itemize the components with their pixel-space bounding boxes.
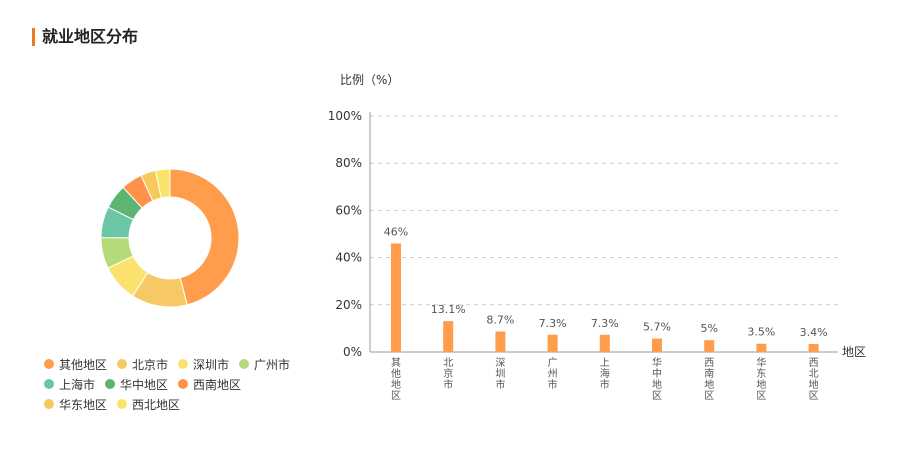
bar-data-label: 7.3% [591, 317, 619, 330]
legend-item[interactable]: 北京市 [117, 356, 168, 373]
bar[interactable] [808, 343, 819, 352]
legend-item[interactable]: 华中地区 [105, 376, 168, 393]
y-tick-label: 40% [335, 251, 362, 265]
x-tick-label: 西北地区 [809, 358, 819, 402]
donut-chart [100, 168, 240, 308]
x-tick-label: 其他地区 [391, 357, 401, 402]
bar[interactable] [599, 334, 610, 352]
x-tick-label: 上海市 [600, 357, 610, 391]
bar[interactable] [652, 338, 662, 352]
y-tick-label: 0% [343, 345, 362, 359]
x-tick-label: 深圳市 [495, 357, 505, 391]
legend-dot-icon [44, 399, 54, 409]
bar-chart: 比例（%） 0% 20% 40% 60% 80% 100% 地区 46% 其他地区 13.1% 北京市… [328, 73, 866, 402]
bar-data-label: 5% [700, 322, 717, 335]
y-axis-title: 比例（%） [340, 73, 399, 87]
legend-label: 上海市 [59, 377, 96, 392]
page-title: 就业地区分布 [42, 27, 139, 46]
legend-dot-icon [117, 399, 128, 409]
bar[interactable] [443, 321, 454, 352]
legend-label: 华东地区 [59, 397, 108, 412]
y-tick-label: 80% [335, 156, 362, 170]
y-tick-label: 60% [335, 203, 362, 217]
x-tick-label: 华东地区 [756, 356, 766, 402]
legend-label: 其他地区 [59, 357, 108, 372]
legend-dot-icon [117, 359, 128, 369]
bar-data-label: 3.5% [747, 326, 775, 339]
x-tick-label: 北京市 [443, 357, 453, 391]
bar-data-label: 8.7% [486, 313, 514, 326]
bar[interactable] [495, 331, 506, 352]
legend-label: 西南地区 [193, 377, 242, 392]
legend-dot-icon [105, 379, 116, 389]
bar[interactable] [756, 343, 767, 352]
legend-label: 广州市 [254, 357, 291, 372]
bar[interactable] [391, 243, 401, 352]
donut-slice[interactable] [169, 168, 240, 306]
legend-row: 华东地区 西北地区 [44, 394, 314, 414]
bar-data-label: 13.1% [431, 303, 466, 316]
legend-item[interactable]: 西北地区 [117, 396, 180, 413]
x-tick-label: 广州市 [548, 357, 558, 391]
bar[interactable] [704, 340, 715, 352]
bar-data-label: 46% [384, 225, 408, 238]
legend-label: 西北地区 [132, 397, 181, 412]
bar-data-label: 7.3% [539, 317, 567, 330]
legend-dot-icon [44, 359, 54, 369]
title-accent-bar [32, 28, 35, 46]
legend-label: 北京市 [132, 357, 169, 372]
legend-item[interactable]: 西南地区 [178, 376, 241, 393]
legend-row: 上海市 华中地区 西南地区 [44, 374, 314, 394]
legend-item[interactable]: 上海市 [44, 376, 95, 393]
bar[interactable] [547, 334, 558, 352]
x-tick-label: 西南地区 [704, 358, 714, 402]
legend-label: 华中地区 [120, 377, 169, 392]
legend-row: 其他地区 北京市 深圳市 广州市 [44, 354, 314, 374]
donut-slice[interactable] [154, 168, 171, 199]
bar-data-label: 3.4% [800, 326, 828, 339]
y-tick-label: 100% [328, 109, 362, 123]
x-tick-label: 华中地区 [652, 356, 662, 402]
legend-item[interactable]: 广州市 [239, 356, 290, 373]
y-tick-label: 20% [335, 298, 362, 312]
bar-data-label: 5.7% [643, 321, 671, 334]
legend-dot-icon [178, 379, 189, 389]
donut-legend: 其他地区 北京市 深圳市 广州市上海市 华中地区 西南地区华东地区 西北地区 [44, 354, 314, 414]
legend-dot-icon [239, 359, 250, 369]
legend-item[interactable]: 其他地区 [44, 356, 107, 373]
x-axis-title: 地区 [842, 345, 866, 359]
legend-item[interactable]: 深圳市 [178, 356, 229, 373]
legend-dot-icon [44, 379, 54, 389]
legend-label: 深圳市 [193, 357, 230, 372]
legend-item[interactable]: 华东地区 [44, 396, 107, 413]
legend-dot-icon [178, 359, 189, 369]
